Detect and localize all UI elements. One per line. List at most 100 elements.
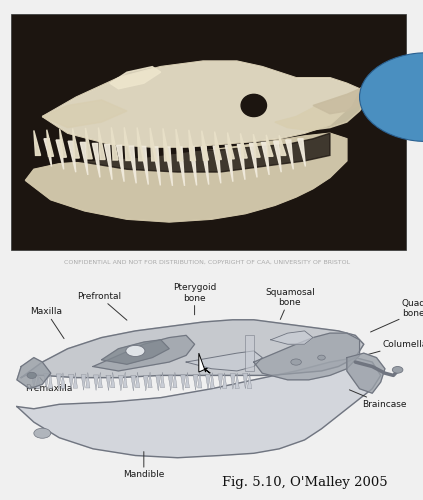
Polygon shape [17,358,51,389]
Ellipse shape [126,346,145,356]
Ellipse shape [241,94,266,116]
Polygon shape [156,376,161,391]
Ellipse shape [392,366,403,373]
Text: Premaxilla: Premaxilla [25,378,73,393]
Polygon shape [189,147,197,186]
Polygon shape [254,333,360,380]
Polygon shape [279,136,286,156]
Text: Pterygoid
bone: Pterygoid bone [173,284,216,315]
Text: Squamosal
bone: Squamosal bone [265,288,315,320]
Ellipse shape [27,372,36,378]
Polygon shape [48,373,52,388]
Polygon shape [153,147,160,186]
Polygon shape [131,376,136,391]
Polygon shape [275,89,368,130]
Polygon shape [186,351,262,371]
Polygon shape [247,373,252,389]
Polygon shape [129,146,136,184]
Polygon shape [85,128,92,159]
Polygon shape [245,336,254,371]
Polygon shape [61,373,65,388]
Polygon shape [56,140,64,170]
Polygon shape [176,129,183,161]
Polygon shape [124,128,131,160]
Polygon shape [36,373,40,389]
Polygon shape [104,144,112,180]
Polygon shape [235,373,239,388]
Polygon shape [225,146,233,182]
Polygon shape [42,133,330,172]
Polygon shape [137,128,144,161]
Polygon shape [213,146,221,184]
Polygon shape [218,374,223,390]
Polygon shape [42,100,127,128]
Polygon shape [177,147,184,186]
Ellipse shape [291,359,301,365]
Polygon shape [116,146,124,182]
Polygon shape [93,336,195,371]
Bar [11,14,406,250]
Polygon shape [181,375,186,390]
Polygon shape [123,372,127,388]
Polygon shape [110,372,115,388]
Text: Columella: Columella [367,340,423,354]
Polygon shape [271,331,313,344]
Polygon shape [42,61,360,147]
Ellipse shape [318,355,325,360]
Polygon shape [118,376,124,391]
Polygon shape [202,130,209,160]
Polygon shape [214,132,221,160]
Polygon shape [73,128,80,158]
Polygon shape [185,372,190,388]
Text: Fig. 5.10, O'Malley 2005: Fig. 5.10, O'Malley 2005 [222,476,387,488]
Polygon shape [111,128,118,160]
Polygon shape [201,146,209,184]
Polygon shape [102,340,169,364]
Polygon shape [69,374,74,390]
Polygon shape [165,147,173,186]
Polygon shape [347,353,385,393]
Polygon shape [210,372,214,388]
Polygon shape [80,142,88,175]
Polygon shape [86,372,90,388]
Polygon shape [141,146,148,184]
Polygon shape [60,129,66,157]
Text: Prefrontal: Prefrontal [77,292,127,320]
Polygon shape [173,372,177,388]
Polygon shape [143,376,148,391]
Polygon shape [99,128,105,160]
Polygon shape [240,134,247,158]
Wedge shape [360,52,423,142]
Polygon shape [98,372,102,388]
Text: Maxilla: Maxilla [30,308,64,338]
Polygon shape [21,320,364,378]
Polygon shape [199,353,210,373]
Ellipse shape [34,428,51,438]
Polygon shape [286,140,293,170]
Text: CONFIDENTIAL AND NOT FOR DISTRIBUTION, COPYRIGHT OF CAA, UNIVERSITY OF BRISTOL: CONFIDENTIAL AND NOT FOR DISTRIBUTION, C… [64,260,350,264]
Polygon shape [298,138,305,166]
Polygon shape [250,144,257,178]
Polygon shape [106,375,111,390]
Polygon shape [206,374,211,390]
Polygon shape [243,373,248,389]
Polygon shape [34,130,41,156]
Polygon shape [110,66,161,89]
Polygon shape [150,128,157,161]
Polygon shape [231,374,236,389]
Polygon shape [222,373,227,388]
Text: Braincase: Braincase [349,390,406,409]
Polygon shape [228,132,234,159]
Polygon shape [261,142,269,175]
Text: Quadrate
bone: Quadrate bone [371,299,423,332]
Polygon shape [253,134,260,157]
Polygon shape [92,144,100,178]
Polygon shape [17,358,381,458]
Polygon shape [313,83,372,114]
Polygon shape [25,133,347,222]
Polygon shape [193,374,198,390]
Polygon shape [81,374,86,390]
Polygon shape [266,135,273,156]
Polygon shape [68,141,76,172]
Polygon shape [47,130,54,156]
